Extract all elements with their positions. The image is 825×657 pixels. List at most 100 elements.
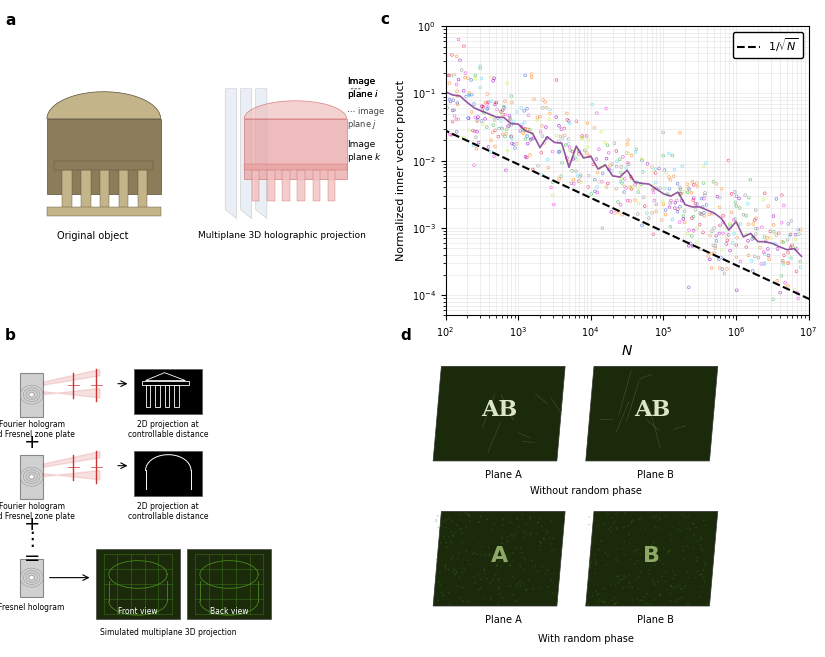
Point: [776, 237, 789, 247]
Point: [647, 166, 660, 177]
Point: [618, 537, 631, 547]
Point: [699, 188, 712, 198]
Point: [524, 513, 537, 524]
Point: [776, 256, 790, 266]
Point: [576, 131, 589, 141]
Point: [516, 120, 529, 130]
Point: [461, 555, 474, 566]
Point: [498, 96, 512, 106]
Point: [517, 526, 530, 537]
Polygon shape: [97, 549, 180, 619]
Point: [553, 136, 566, 147]
Point: [642, 213, 655, 223]
Point: [652, 576, 665, 587]
Point: [704, 230, 717, 240]
Point: [649, 168, 662, 178]
Point: [739, 229, 752, 240]
Point: [623, 581, 636, 592]
Point: [527, 94, 540, 104]
Point: [657, 127, 670, 138]
Point: [676, 546, 690, 556]
Point: [653, 523, 666, 533]
Point: [698, 211, 711, 221]
Point: [790, 229, 803, 240]
Point: [680, 524, 693, 534]
Point: [722, 230, 735, 240]
Point: [643, 564, 656, 575]
Point: [659, 205, 672, 215]
Point: [784, 252, 797, 262]
Point: [574, 170, 587, 181]
Point: [472, 569, 485, 579]
Point: [610, 522, 623, 533]
Point: [496, 592, 509, 602]
Point: [657, 199, 670, 210]
Point: [618, 173, 631, 184]
Point: [684, 524, 697, 535]
Polygon shape: [54, 161, 153, 170]
Point: [646, 511, 659, 522]
Point: [691, 199, 704, 210]
Point: [540, 526, 553, 536]
Point: [475, 101, 488, 112]
Point: [770, 194, 783, 204]
Text: Image
plane $i$: Image plane $i$: [346, 77, 379, 101]
Point: [491, 566, 504, 577]
Point: [595, 176, 608, 187]
Point: [493, 588, 506, 599]
Point: [623, 578, 636, 588]
Point: [488, 125, 502, 135]
Point: [609, 580, 622, 591]
Point: [470, 116, 483, 126]
Point: [774, 288, 787, 298]
Point: [507, 589, 520, 600]
Point: [450, 520, 463, 530]
Point: [450, 114, 463, 125]
Point: [513, 576, 526, 587]
Point: [587, 123, 601, 133]
Point: [462, 113, 475, 124]
Point: [648, 513, 661, 524]
Point: [781, 281, 794, 291]
Point: [707, 177, 720, 187]
Point: [481, 89, 494, 99]
Point: [662, 546, 676, 556]
Point: [649, 511, 662, 522]
Point: [535, 583, 548, 593]
Point: [535, 147, 548, 158]
Text: =: =: [23, 549, 40, 568]
Point: [678, 206, 691, 217]
Point: [460, 545, 473, 556]
Point: [500, 124, 513, 135]
Polygon shape: [134, 451, 202, 495]
Text: Without random phase: Without random phase: [530, 486, 642, 496]
Point: [611, 556, 625, 566]
Point: [615, 162, 628, 172]
Point: [715, 264, 728, 275]
Point: [639, 524, 652, 534]
Point: [605, 512, 618, 523]
Point: [600, 560, 613, 570]
Point: [742, 193, 756, 203]
Point: [697, 208, 710, 218]
Point: [673, 190, 686, 200]
Point: [639, 598, 652, 608]
Point: [673, 183, 686, 193]
Point: [488, 73, 501, 83]
Point: [645, 162, 658, 172]
Point: [533, 112, 546, 122]
Point: [618, 508, 631, 518]
Point: [730, 285, 743, 296]
Point: [748, 251, 761, 261]
Point: [779, 277, 792, 288]
Point: [603, 160, 616, 171]
Point: [724, 245, 737, 256]
Point: [470, 126, 483, 137]
$1/\sqrt{N}$: [809, 298, 819, 306]
Point: [507, 116, 520, 127]
Point: [589, 586, 602, 597]
Point: [601, 563, 615, 574]
$1/\sqrt{N}$: [524, 165, 534, 173]
Point: [615, 167, 628, 177]
Point: [458, 564, 471, 574]
